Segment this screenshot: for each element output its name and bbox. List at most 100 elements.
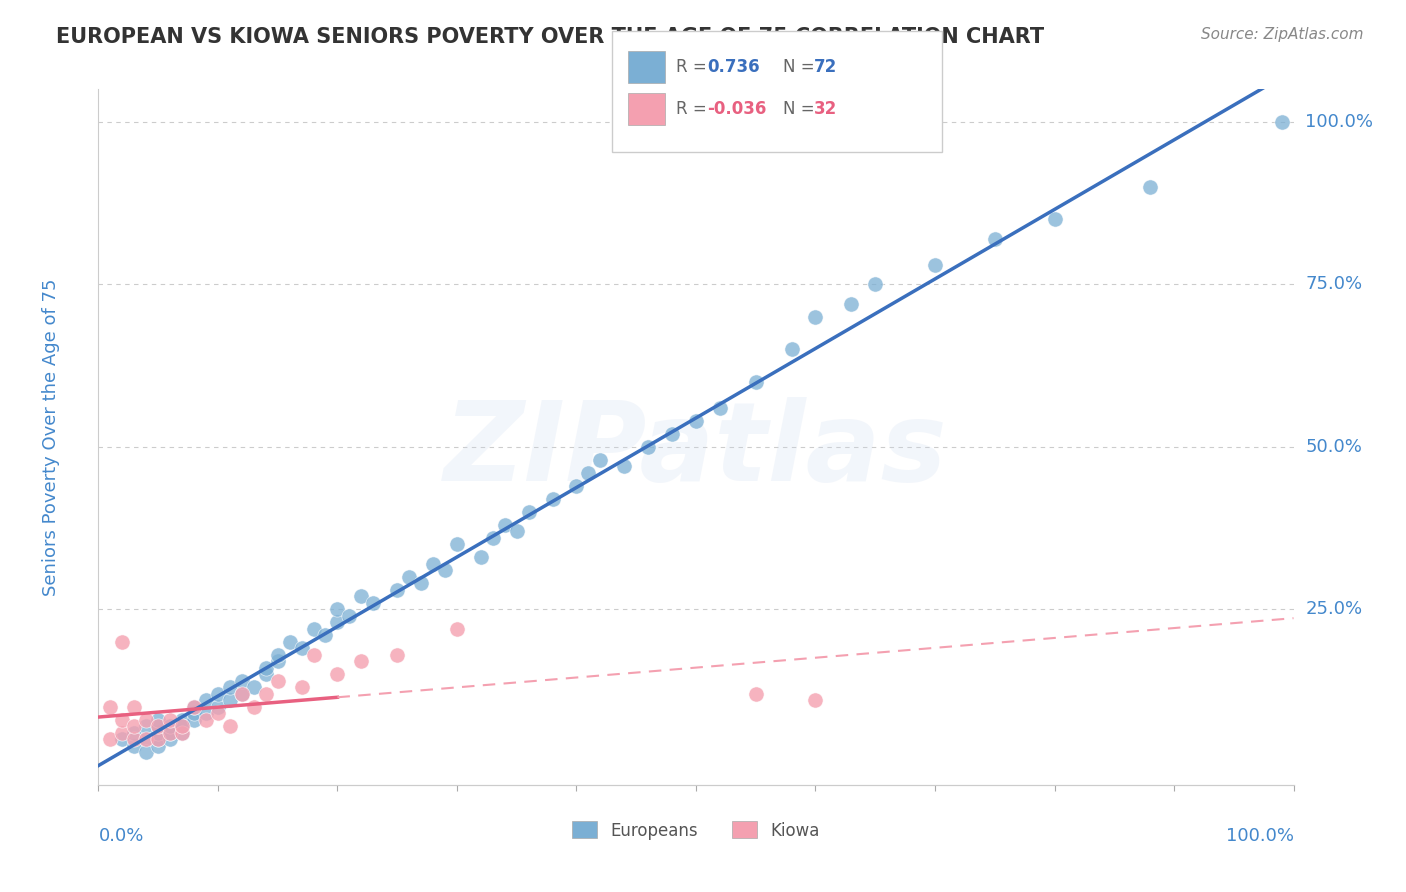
- Text: 0.0%: 0.0%: [98, 827, 143, 845]
- Text: -0.036: -0.036: [707, 100, 766, 118]
- Point: [207, 706, 229, 721]
- Point: [267, 648, 290, 662]
- Point: [159, 726, 181, 740]
- Point: [231, 687, 253, 701]
- Point: [159, 713, 181, 727]
- Point: [339, 608, 361, 623]
- Point: [195, 693, 218, 707]
- Point: [195, 713, 218, 727]
- Point: [172, 726, 194, 740]
- Point: [124, 700, 146, 714]
- Point: [111, 713, 134, 727]
- Point: [172, 726, 194, 740]
- Point: [350, 590, 373, 604]
- Point: [124, 732, 146, 747]
- Text: 0.736: 0.736: [707, 58, 759, 76]
- Text: Seniors Poverty Over the Age of 75: Seniors Poverty Over the Age of 75: [42, 278, 59, 596]
- Point: [398, 570, 420, 584]
- Point: [434, 563, 457, 577]
- Point: [148, 732, 170, 747]
- Point: [111, 732, 134, 747]
- Text: 75.0%: 75.0%: [1306, 276, 1362, 293]
- Point: [159, 719, 181, 733]
- Point: [1271, 114, 1294, 128]
- Point: [1139, 179, 1161, 194]
- Point: [1043, 212, 1066, 227]
- Point: [446, 622, 468, 636]
- Point: [183, 706, 205, 721]
- Point: [291, 681, 314, 695]
- Point: [804, 693, 827, 707]
- Point: [135, 732, 157, 747]
- Point: [231, 673, 253, 688]
- Point: [685, 414, 707, 428]
- Point: [363, 596, 385, 610]
- Point: [183, 700, 205, 714]
- Point: [135, 713, 157, 727]
- Point: [315, 628, 337, 642]
- Point: [231, 687, 253, 701]
- Point: [207, 700, 229, 714]
- Text: 72: 72: [814, 58, 838, 76]
- Point: [984, 232, 1007, 246]
- Point: [422, 557, 444, 571]
- Text: ZIPatlas: ZIPatlas: [444, 398, 948, 505]
- Point: [254, 661, 277, 675]
- Point: [124, 726, 146, 740]
- Text: 100.0%: 100.0%: [1306, 112, 1374, 131]
- Point: [148, 739, 170, 753]
- Text: N =: N =: [783, 58, 820, 76]
- Point: [661, 426, 683, 441]
- Point: [267, 673, 290, 688]
- Point: [865, 277, 887, 292]
- Point: [578, 466, 600, 480]
- Point: [135, 746, 157, 760]
- Point: [148, 732, 170, 747]
- Point: [148, 719, 170, 733]
- Point: [470, 550, 492, 565]
- Point: [172, 713, 194, 727]
- Point: [111, 635, 134, 649]
- Point: [124, 739, 146, 753]
- Point: [148, 713, 170, 727]
- Point: [243, 681, 266, 695]
- Point: [219, 693, 242, 707]
- Point: [267, 654, 290, 668]
- Point: [326, 602, 349, 616]
- Text: 100.0%: 100.0%: [1226, 827, 1294, 845]
- Point: [159, 732, 181, 747]
- Point: [207, 687, 229, 701]
- Point: [541, 491, 564, 506]
- Point: [219, 719, 242, 733]
- Point: [98, 732, 122, 747]
- Text: 32: 32: [814, 100, 838, 118]
- Point: [172, 719, 194, 733]
- Point: [219, 681, 242, 695]
- Text: 25.0%: 25.0%: [1306, 600, 1362, 618]
- Text: EUROPEAN VS KIOWA SENIORS POVERTY OVER THE AGE OF 75 CORRELATION CHART: EUROPEAN VS KIOWA SENIORS POVERTY OVER T…: [56, 27, 1045, 46]
- Point: [302, 622, 325, 636]
- Point: [494, 517, 516, 532]
- Point: [446, 537, 468, 551]
- Point: [302, 648, 325, 662]
- Point: [517, 505, 540, 519]
- Point: [148, 719, 170, 733]
- Text: N =: N =: [783, 100, 820, 118]
- Point: [780, 343, 803, 357]
- Point: [243, 700, 266, 714]
- Point: [385, 648, 409, 662]
- Point: [804, 310, 827, 324]
- Point: [98, 700, 122, 714]
- Point: [183, 713, 205, 727]
- Point: [841, 297, 863, 311]
- Point: [637, 440, 659, 454]
- Point: [195, 706, 218, 721]
- Point: [411, 576, 433, 591]
- Point: [278, 635, 301, 649]
- Text: 50.0%: 50.0%: [1306, 438, 1362, 456]
- Point: [745, 375, 768, 389]
- Text: Source: ZipAtlas.com: Source: ZipAtlas.com: [1201, 27, 1364, 42]
- Text: R =: R =: [676, 100, 713, 118]
- Point: [291, 641, 314, 656]
- Point: [924, 258, 946, 272]
